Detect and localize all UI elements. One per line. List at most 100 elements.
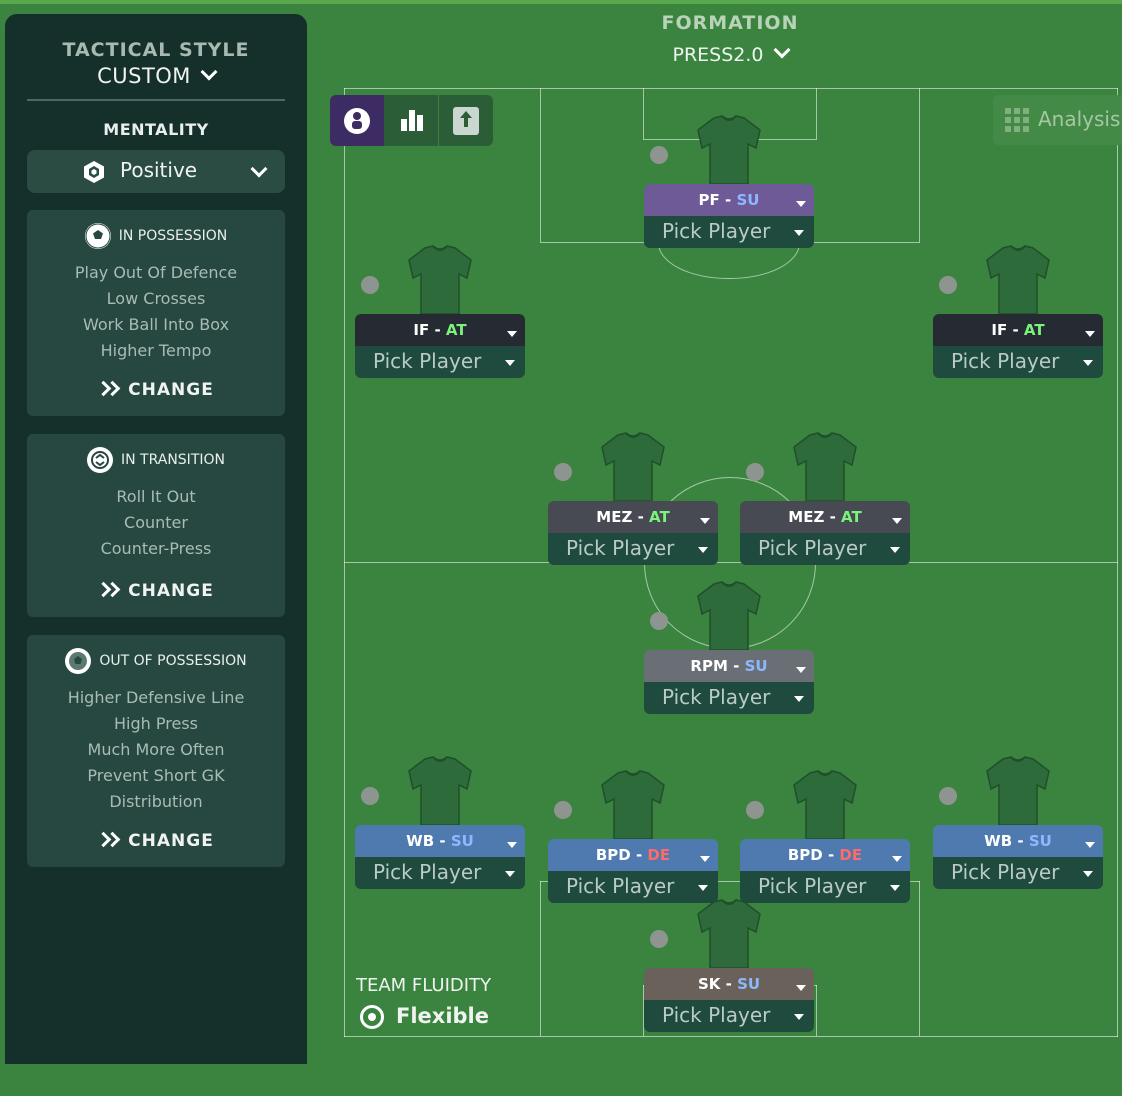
goalkeeper-shirt-icon [697, 899, 761, 969]
duty-label: SU [450, 832, 474, 850]
team-fluidity-value[interactable]: Flexible [396, 1004, 490, 1028]
caret-down-icon [507, 842, 517, 848]
player-status-dot [554, 463, 572, 481]
pick-player-dropdown[interactable]: Pick Player [740, 533, 910, 565]
ball-outline-icon [65, 648, 92, 674]
in-transition-instructions: Roll It Out Counter Counter-Press [27, 484, 285, 562]
shirt-icon [601, 770, 665, 840]
stats-view-button[interactable] [384, 95, 438, 146]
role-selector[interactable]: IF - AT [933, 314, 1103, 346]
out-of-possession-change-button[interactable]: CHANGE [27, 831, 285, 851]
ball-icon [84, 223, 111, 249]
role-selector[interactable]: BPD - DE [740, 839, 910, 871]
mentality-dropdown[interactable]: Positive [27, 150, 285, 193]
instruction: Play Out Of Defence [74, 263, 238, 282]
pick-player-dropdown[interactable]: Pick Player [548, 871, 718, 903]
in-possession-header: IN POSSESSION [27, 222, 285, 250]
role-label: IF [413, 321, 430, 339]
view-toggle [330, 95, 493, 146]
player-slot: IF - AT Pick Player [355, 244, 525, 442]
player-slot: RPM - SU Pick Player [644, 580, 814, 778]
chevron-down-icon [773, 41, 790, 59]
duty-label: AT [1023, 321, 1045, 339]
change-label: CHANGE [128, 581, 214, 601]
role-selector[interactable]: SK - SU [644, 968, 814, 1000]
role-selector[interactable]: MEZ - AT [548, 501, 718, 533]
pick-player-dropdown[interactable]: Pick Player [933, 857, 1103, 889]
caret-down-icon [796, 667, 806, 673]
shirt-icon [793, 432, 857, 502]
role-selector[interactable]: WB - SU [933, 825, 1103, 857]
tactical-style-label: TACTICAL STYLE [62, 39, 250, 61]
goal-box-line [643, 88, 644, 139]
player-slot: BPD - DE Pick Player [548, 769, 718, 967]
change-label: CHANGE [128, 831, 214, 851]
chevron-down-icon [200, 63, 218, 81]
player-slot: BPD - DE Pick Player [740, 769, 910, 967]
role-selector[interactable]: WB - SU [355, 825, 525, 857]
shirt-icon [408, 756, 472, 826]
analysis-label: Analysis [1038, 107, 1121, 131]
out-of-possession-instructions: Higher Defensive Line High Press Much Mo… [27, 685, 285, 815]
shirt-icon [697, 115, 761, 185]
in-transition-change-button[interactable]: CHANGE [27, 581, 285, 601]
pick-player-label: Pick Player [373, 349, 482, 373]
pick-player-dropdown[interactable]: Pick Player [644, 682, 814, 714]
role-label: BPD [595, 846, 631, 864]
player-status-dot [650, 612, 668, 630]
caret-down-icon [796, 201, 806, 207]
pick-player-label: Pick Player [662, 219, 771, 243]
duty-label: SU [744, 657, 768, 675]
instruction: Prevent Short GK [87, 766, 225, 785]
caret-down-icon [698, 885, 708, 891]
role-label: IF [991, 321, 1008, 339]
caret-down-icon [1085, 331, 1095, 337]
pick-player-dropdown[interactable]: Pick Player [355, 346, 525, 378]
pitch-line [344, 1036, 1118, 1037]
role-selector[interactable]: PF - SU [644, 184, 814, 216]
in-possession-change-button[interactable]: CHANGE [27, 380, 285, 400]
player-view-button[interactable] [330, 95, 384, 146]
player-status-dot [746, 463, 764, 481]
player-slot: PF - SU Pick Player [644, 114, 814, 312]
goal-box-line [643, 985, 644, 1036]
out-of-possession-title: OUT OF POSSESSION [99, 653, 247, 669]
pick-player-dropdown[interactable]: Pick Player [644, 216, 814, 248]
tactical-style-dropdown[interactable]: CUSTOM [5, 63, 307, 88]
person-icon [344, 108, 370, 134]
pick-player-label: Pick Player [758, 536, 867, 560]
role-selector[interactable]: MEZ - AT [740, 501, 910, 533]
pick-player-dropdown[interactable]: Pick Player [548, 533, 718, 565]
pick-player-dropdown[interactable]: Pick Player [355, 857, 525, 889]
pick-player-label: Pick Player [662, 1003, 771, 1027]
pick-player-label: Pick Player [662, 685, 771, 709]
analysis-button[interactable]: Analysis [993, 95, 1122, 145]
caret-down-icon [1083, 360, 1093, 366]
player-status-dot [361, 787, 379, 805]
export-view-button[interactable] [439, 95, 493, 146]
double-chevron-right-icon [98, 833, 120, 847]
pitch-line [344, 88, 1118, 89]
pick-player-dropdown[interactable]: Pick Player [740, 871, 910, 903]
pick-player-label: Pick Player [951, 860, 1060, 884]
pick-player-label: Pick Player [373, 860, 482, 884]
out-of-possession-header: OUT OF POSSESSION [27, 647, 285, 675]
player-slot: MEZ - AT Pick Player [548, 431, 718, 629]
caret-down-icon [505, 360, 515, 366]
player-status-dot [554, 801, 572, 819]
transition-icon [86, 447, 113, 473]
role-selector[interactable]: RPM - SU [644, 650, 814, 682]
pick-player-label: Pick Player [951, 349, 1060, 373]
penalty-box-line [919, 881, 920, 1036]
mentality-value: Positive [120, 158, 198, 182]
pick-player-dropdown[interactable]: Pick Player [644, 1000, 814, 1032]
role-selector[interactable]: IF - AT [355, 314, 525, 346]
formation-dropdown[interactable]: PRESS2.0 [560, 41, 900, 66]
in-possession-title: IN POSSESSION [118, 228, 228, 244]
caret-down-icon [794, 696, 804, 702]
pick-player-dropdown[interactable]: Pick Player [933, 346, 1103, 378]
chevron-down-icon [250, 160, 268, 178]
role-selector[interactable]: BPD - DE [548, 839, 718, 871]
caret-down-icon [890, 547, 900, 553]
caret-down-icon [796, 985, 806, 991]
